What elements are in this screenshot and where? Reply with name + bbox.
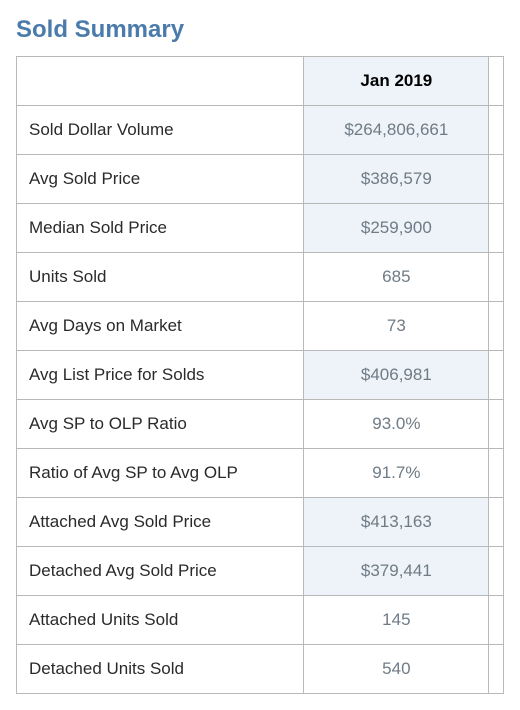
metric-cell: Ratio of Avg SP to Avg OLP <box>17 449 304 498</box>
spacer-cell <box>489 204 504 253</box>
table-row: Sold Dollar Volume$264,806,661 <box>17 106 504 155</box>
spacer-cell <box>489 351 504 400</box>
spacer-cell <box>489 547 504 596</box>
metric-cell: Median Sold Price <box>17 204 304 253</box>
table-row: Avg SP to OLP Ratio93.0% <box>17 400 504 449</box>
value-cell: $386,579 <box>304 155 489 204</box>
value-cell: 73 <box>304 302 489 351</box>
table-row: Detached Avg Sold Price$379,441 <box>17 547 504 596</box>
table-row: Attached Avg Sold Price$413,163 <box>17 498 504 547</box>
metric-cell: Avg List Price for Solds <box>17 351 304 400</box>
metric-cell: Detached Avg Sold Price <box>17 547 304 596</box>
metric-cell: Sold Dollar Volume <box>17 106 304 155</box>
table-row: Ratio of Avg SP to Avg OLP91.7% <box>17 449 504 498</box>
metric-cell: Avg Sold Price <box>17 155 304 204</box>
header-blank <box>17 57 304 106</box>
value-cell: 145 <box>304 596 489 645</box>
spacer-cell <box>489 302 504 351</box>
value-cell: 540 <box>304 645 489 694</box>
spacer-cell <box>489 400 504 449</box>
spacer-cell <box>489 155 504 204</box>
metric-cell: Units Sold <box>17 253 304 302</box>
table-row: Attached Units Sold145 <box>17 596 504 645</box>
value-cell: $406,981 <box>304 351 489 400</box>
spacer-cell <box>489 498 504 547</box>
page-title: Sold Summary <box>16 16 504 44</box>
value-cell: 91.7% <box>304 449 489 498</box>
table-row: Units Sold685 <box>17 253 504 302</box>
value-cell: 93.0% <box>304 400 489 449</box>
table-row: Avg Sold Price$386,579 <box>17 155 504 204</box>
value-cell: $413,163 <box>304 498 489 547</box>
table-row: Median Sold Price$259,900 <box>17 204 504 253</box>
spacer-cell <box>489 253 504 302</box>
value-cell: 685 <box>304 253 489 302</box>
metric-cell: Attached Units Sold <box>17 596 304 645</box>
metric-cell: Detached Units Sold <box>17 645 304 694</box>
metric-cell: Attached Avg Sold Price <box>17 498 304 547</box>
table-row: Avg Days on Market73 <box>17 302 504 351</box>
column-header: Jan 2019 <box>304 57 489 106</box>
value-cell: $259,900 <box>304 204 489 253</box>
spacer-cell <box>489 645 504 694</box>
spacer-cell <box>489 106 504 155</box>
header-spacer <box>489 57 504 106</box>
spacer-cell <box>489 596 504 645</box>
spacer-cell <box>489 449 504 498</box>
value-cell: $264,806,661 <box>304 106 489 155</box>
value-cell: $379,441 <box>304 547 489 596</box>
sold-summary-table: Jan 2019 Sold Dollar Volume$264,806,661A… <box>16 56 504 694</box>
table-row: Detached Units Sold540 <box>17 645 504 694</box>
metric-cell: Avg SP to OLP Ratio <box>17 400 304 449</box>
table-row: Avg List Price for Solds$406,981 <box>17 351 504 400</box>
metric-cell: Avg Days on Market <box>17 302 304 351</box>
